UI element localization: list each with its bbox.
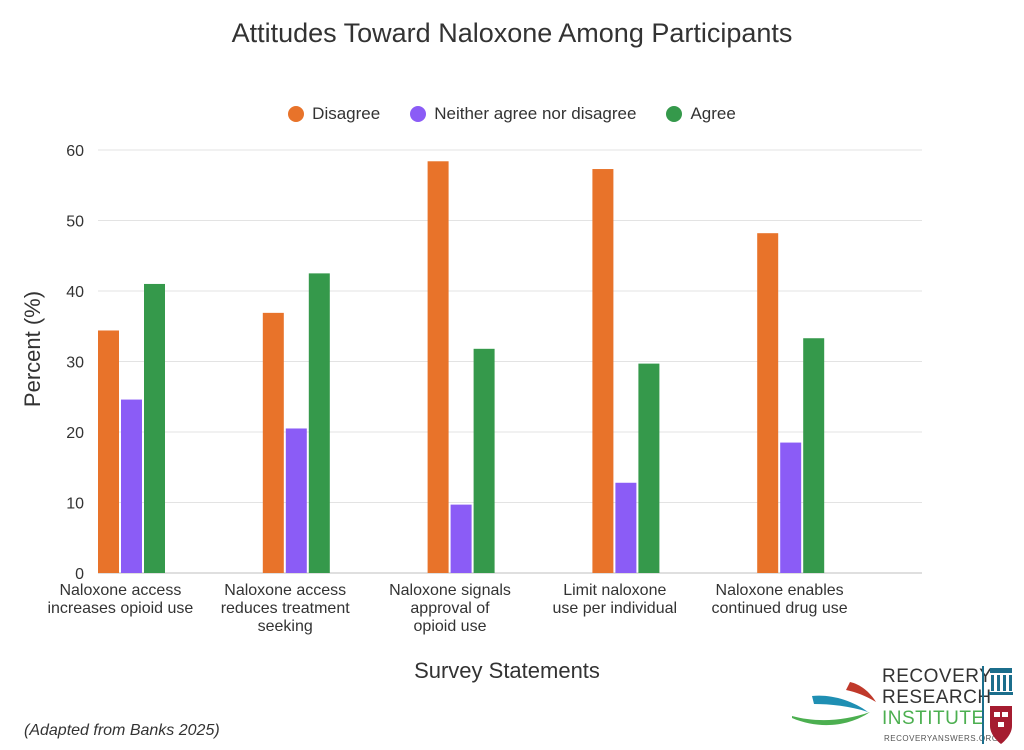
logo-text-recovery: RECOVERY bbox=[882, 666, 993, 687]
y-tick-labels: 0 10 20 30 40 50 60 bbox=[66, 143, 84, 583]
y-tick-label: 60 bbox=[66, 143, 84, 160]
logo-text-institute: INSTITUTE bbox=[882, 708, 985, 729]
logo-divider bbox=[982, 666, 984, 744]
bar-agree bbox=[308, 273, 330, 573]
x-axis-title: Survey Statements bbox=[414, 658, 600, 683]
chart-title: Attitudes Toward Naloxone Among Particip… bbox=[231, 18, 793, 48]
legend-label-neither: Neither agree nor disagree bbox=[434, 104, 637, 123]
legend-swatch-agree bbox=[666, 106, 683, 122]
bar-neither-agree-nor-disagree bbox=[285, 428, 307, 573]
x-tick-label: Naloxone signals approval of opioid use bbox=[389, 582, 511, 635]
x-tick-label: Naloxone access increases opioid use bbox=[47, 582, 194, 617]
y-tick-label: 0 bbox=[75, 566, 84, 583]
bar-disagree bbox=[592, 169, 614, 573]
x-tick-label: Naloxone enables continued drug use bbox=[711, 582, 848, 617]
legend-item-neither: Neither agree nor disagree bbox=[410, 104, 636, 124]
legend-label-disagree: Disagree bbox=[312, 104, 381, 123]
bar-neither-agree-nor-disagree bbox=[615, 482, 637, 573]
logo-url: RECOVERYANSWERS.ORG bbox=[884, 734, 999, 743]
y-tick-label: 40 bbox=[66, 284, 84, 301]
y-tick-label: 50 bbox=[66, 214, 84, 231]
x-tick-label: Naloxone access reduces treatment seekin… bbox=[220, 582, 350, 635]
harvard-shield-icon bbox=[989, 668, 1013, 744]
bar-agree bbox=[803, 338, 825, 573]
recovery-research-institute-logo: RECOVERY RESEARCH INSTITUTE RECOVERYANSW… bbox=[790, 664, 1020, 748]
y-tick-label: 10 bbox=[66, 496, 84, 513]
bar-disagree bbox=[98, 330, 119, 573]
legend: Disagree Neither agree nor disagree Agre… bbox=[0, 104, 1024, 124]
legend-item-agree: Agree bbox=[666, 104, 736, 124]
source-note: (Adapted from Banks 2025) bbox=[24, 722, 220, 739]
logo-swoosh-icon bbox=[792, 682, 876, 726]
bar-neither-agree-nor-disagree bbox=[450, 504, 472, 573]
y-tick-label: 20 bbox=[66, 425, 84, 442]
legend-swatch-disagree bbox=[288, 106, 305, 122]
legend-item-disagree: Disagree bbox=[288, 104, 380, 124]
bar-agree bbox=[473, 348, 495, 573]
logo-text-research: RESEARCH bbox=[882, 687, 992, 708]
bar-agree bbox=[144, 283, 165, 573]
bar-disagree bbox=[757, 233, 779, 573]
y-tick-label: 30 bbox=[66, 355, 84, 372]
y-axis-title: Percent (%) bbox=[20, 290, 45, 408]
x-tick-label: Limit naloxone use per individual bbox=[552, 582, 678, 617]
bar-disagree bbox=[427, 161, 449, 573]
bar-neither-agree-nor-disagree bbox=[121, 399, 142, 573]
bar-neither-agree-nor-disagree bbox=[780, 442, 802, 573]
bars bbox=[98, 161, 825, 573]
legend-swatch-neither bbox=[410, 106, 427, 122]
bar-disagree bbox=[262, 312, 284, 573]
legend-label-agree: Agree bbox=[690, 104, 736, 123]
bar-agree bbox=[638, 363, 660, 573]
